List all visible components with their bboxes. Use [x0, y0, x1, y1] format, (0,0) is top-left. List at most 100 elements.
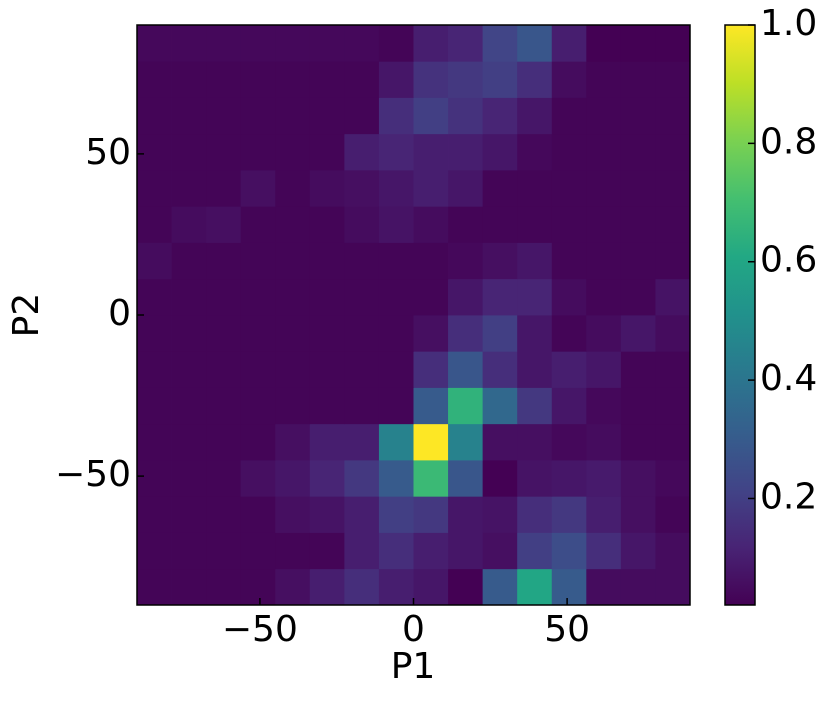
heatmap-cell: [309, 423, 345, 461]
heatmap-cell: [517, 423, 553, 461]
heatmap-cell: [344, 97, 380, 135]
heatmap-cell: [275, 568, 311, 606]
heatmap-cell: [655, 351, 691, 388]
heatmap-cell: [551, 387, 587, 425]
heatmap-cell: [551, 25, 587, 62]
heatmap-cell: [448, 496, 484, 533]
heatmap-cell: [517, 278, 553, 316]
heatmap-cell: [586, 460, 622, 497]
heatmap-cell: [344, 315, 380, 352]
heatmap-cell: [171, 25, 207, 62]
heatmap-cell: [586, 133, 622, 171]
heatmap-cell: [620, 315, 656, 352]
heatmap-cell: [551, 97, 587, 135]
heatmap-cell: [275, 351, 311, 388]
heatmap-cell: [586, 97, 622, 135]
heatmap-cell: [413, 242, 449, 280]
heatmap-cell: [137, 278, 172, 316]
heatmap-cell: [586, 206, 622, 243]
heatmap-cell: [240, 61, 276, 98]
heatmap-cell: [206, 206, 242, 243]
heatmap-cell: [206, 532, 242, 570]
heatmap-cell: [171, 423, 207, 461]
x-tick-label: 50: [544, 609, 590, 650]
heatmap-cell: [171, 315, 207, 352]
heatmap-cell: [448, 387, 484, 425]
heatmap-cell: [344, 568, 380, 606]
heatmap-cell: [137, 532, 172, 570]
heatmap-cell: [448, 97, 484, 135]
heatmap-cell: [344, 496, 380, 533]
heatmap-cell: [551, 242, 587, 280]
heatmap-cell: [482, 61, 518, 98]
heatmap-cell: [137, 206, 172, 243]
heatmap-cell: [240, 133, 276, 171]
y-axis-label: P2: [6, 293, 47, 338]
colorbar-tick-label: 0.4: [760, 358, 817, 399]
heatmap-cell: [482, 460, 518, 497]
heatmap-cell: [620, 25, 656, 62]
heatmap-cell: [171, 61, 207, 98]
heatmap-cell: [344, 532, 380, 570]
heatmap-cell: [309, 460, 345, 497]
heatmap-cell: [206, 423, 242, 461]
heatmap-cell: [240, 25, 276, 62]
heatmap-cell: [378, 496, 414, 533]
heatmap-cell: [413, 532, 449, 570]
heatmap-cell: [206, 315, 242, 352]
heatmap-cell: [309, 61, 345, 98]
heatmap-cell: [378, 460, 414, 497]
heatmap-cell: [620, 206, 656, 243]
heatmap-cell: [517, 97, 553, 135]
heatmap-cell: [413, 61, 449, 98]
heatmap-cell: [413, 387, 449, 425]
heatmap-cell: [517, 460, 553, 497]
heatmap-cell: [517, 315, 553, 352]
heatmap-cell: [171, 351, 207, 388]
heatmap-cell: [137, 460, 172, 497]
heatmap-cell: [275, 460, 311, 497]
heatmap-cell: [137, 25, 172, 62]
heatmap-cell: [309, 315, 345, 352]
heatmap-cell: [655, 568, 691, 606]
heatmap-cell: [517, 242, 553, 280]
heatmap-cell: [206, 61, 242, 98]
heatmap-cell: [413, 315, 449, 352]
heatmap-cell: [344, 25, 380, 62]
heatmap-cell: [448, 206, 484, 243]
heatmap-cell: [517, 25, 553, 62]
heatmap-cell: [378, 206, 414, 243]
heatmap-cell: [206, 242, 242, 280]
y-tick-label: −50: [55, 454, 131, 495]
heatmap-cell: [655, 387, 691, 425]
heatmap-cell: [378, 61, 414, 98]
heatmap-cell: [240, 387, 276, 425]
heatmap-cell: [482, 496, 518, 533]
heatmap-cell: [586, 568, 622, 606]
heatmap-cell: [137, 387, 172, 425]
heatmap-cell: [551, 460, 587, 497]
heatmap-cell: [171, 496, 207, 533]
heatmap-cell: [482, 170, 518, 207]
heatmap-cell: [378, 242, 414, 280]
heatmap-cell: [655, 206, 691, 243]
heatmap-cell: [171, 133, 207, 171]
heatmap-cell: [344, 387, 380, 425]
heatmap-cell: [551, 532, 587, 570]
heatmap-cell: [206, 568, 242, 606]
heatmap-cell: [309, 170, 345, 207]
heatmap-cell: [413, 278, 449, 316]
colorbar-tick-label: 0.8: [760, 121, 817, 162]
x-axis-label: P1: [391, 646, 436, 687]
heatmap-cell: [620, 278, 656, 316]
x-tick-label: −50: [222, 609, 298, 650]
heatmap-cell: [171, 97, 207, 135]
heatmap-cell: [240, 496, 276, 533]
heatmap-cell: [517, 61, 553, 98]
heatmap-cell: [378, 387, 414, 425]
y-tick-label: 0: [108, 293, 131, 334]
heatmap-cell: [586, 387, 622, 425]
heatmap-cell: [309, 387, 345, 425]
heatmap-cell: [309, 532, 345, 570]
heatmap-cell: [344, 133, 380, 171]
